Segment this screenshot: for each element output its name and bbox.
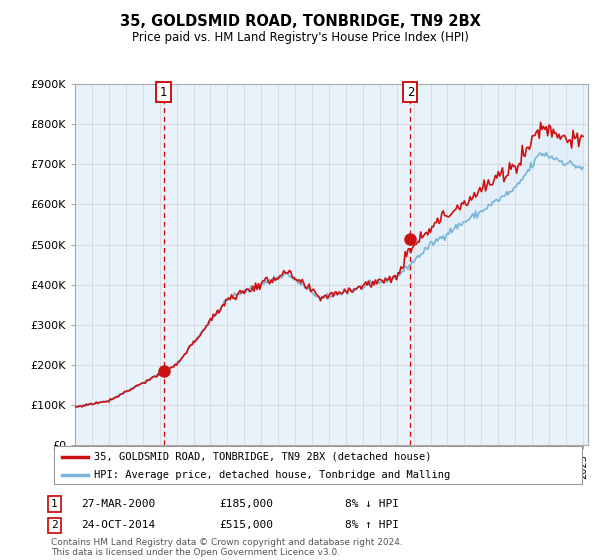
Text: 2: 2: [407, 86, 414, 99]
Text: 1: 1: [160, 86, 167, 99]
Text: 8% ↑ HPI: 8% ↑ HPI: [345, 520, 399, 530]
Text: 1: 1: [51, 499, 58, 509]
Text: £185,000: £185,000: [219, 499, 273, 509]
Text: 24-OCT-2014: 24-OCT-2014: [81, 520, 155, 530]
Text: £515,000: £515,000: [219, 520, 273, 530]
Text: HPI: Average price, detached house, Tonbridge and Malling: HPI: Average price, detached house, Tonb…: [94, 470, 450, 480]
Text: 27-MAR-2000: 27-MAR-2000: [81, 499, 155, 509]
Text: 35, GOLDSMID ROAD, TONBRIDGE, TN9 2BX: 35, GOLDSMID ROAD, TONBRIDGE, TN9 2BX: [119, 14, 481, 29]
Text: 2: 2: [51, 520, 58, 530]
Text: 8% ↓ HPI: 8% ↓ HPI: [345, 499, 399, 509]
Text: 35, GOLDSMID ROAD, TONBRIDGE, TN9 2BX (detached house): 35, GOLDSMID ROAD, TONBRIDGE, TN9 2BX (d…: [94, 452, 431, 462]
Text: Contains HM Land Registry data © Crown copyright and database right 2024.
This d: Contains HM Land Registry data © Crown c…: [51, 538, 403, 557]
Text: Price paid vs. HM Land Registry's House Price Index (HPI): Price paid vs. HM Land Registry's House …: [131, 31, 469, 44]
